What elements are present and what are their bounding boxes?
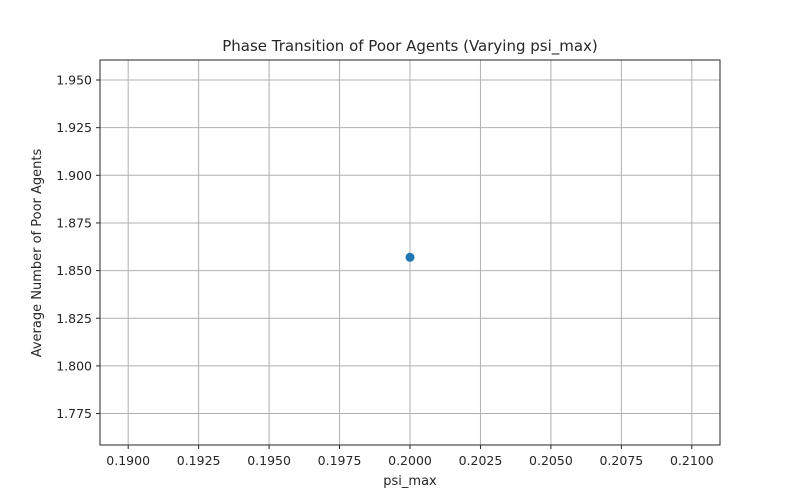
y-tick-label: 1.925 bbox=[56, 120, 92, 135]
x-tick-label: 0.2100 bbox=[670, 453, 714, 468]
x-tick-label: 0.2075 bbox=[599, 453, 643, 468]
x-axis-ticks: 0.1900 0.1925 0.1950 0.1975 0.2000 0.2025 0.20… bbox=[106, 445, 714, 468]
y-tick-label: 1.900 bbox=[56, 168, 92, 183]
data-point bbox=[405, 252, 415, 262]
x-tick-label: 0.2025 bbox=[459, 453, 503, 468]
x-tick-label: 0.1925 bbox=[177, 453, 221, 468]
chart-title: Phase Transition of Poor Agents (Varying… bbox=[222, 37, 598, 56]
grid bbox=[100, 60, 720, 445]
x-axis-label: psi_max bbox=[383, 474, 437, 489]
y-axis-ticks: 1.775 1.800 1.825 1.850 1.875 1.900 1.925 1.950 bbox=[56, 73, 100, 421]
x-tick-label: 0.2000 bbox=[388, 453, 432, 468]
y-tick-label: 1.800 bbox=[56, 358, 92, 373]
x-tick-label: 0.1900 bbox=[106, 453, 150, 468]
x-tick-label: 0.1950 bbox=[247, 453, 291, 468]
y-axis-label: Average Number of Poor Agents bbox=[30, 149, 45, 358]
y-tick-label: 1.775 bbox=[56, 406, 92, 421]
x-tick-label: 0.2050 bbox=[529, 453, 573, 468]
y-tick-label: 1.850 bbox=[56, 263, 92, 278]
y-tick-label: 1.875 bbox=[56, 215, 92, 230]
data-points bbox=[405, 252, 415, 262]
x-tick-label: 0.1975 bbox=[318, 453, 362, 468]
y-tick-label: 1.950 bbox=[56, 73, 92, 88]
y-tick-label: 1.825 bbox=[56, 311, 92, 326]
